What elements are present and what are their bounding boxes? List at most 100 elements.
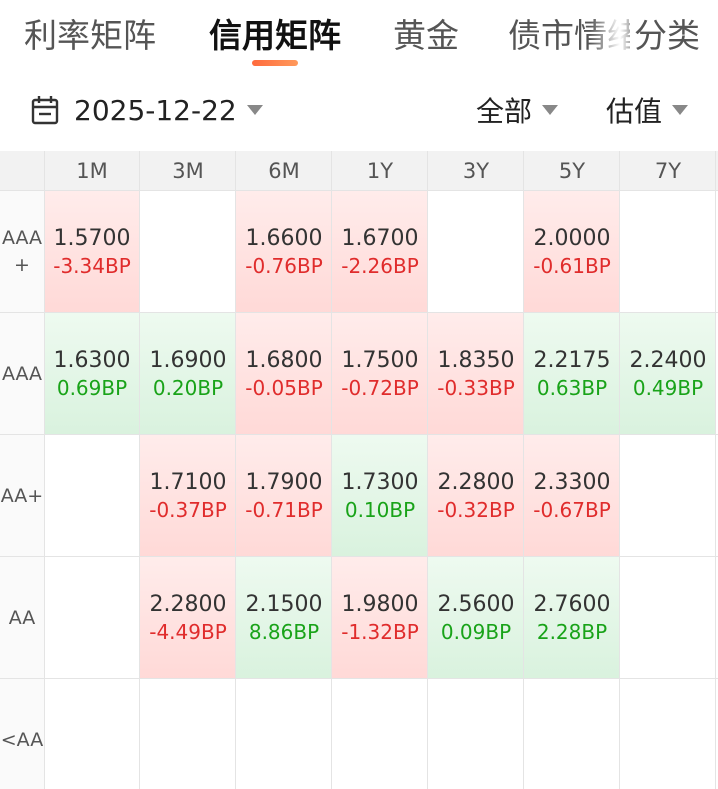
bp-change: -0.05BP [245,376,323,400]
bp-change: 0.10BP [344,498,416,522]
rating-label: <AA [0,679,44,789]
yield-value: 2.7600 [533,592,611,617]
yield-value: 2.1500 [245,592,323,617]
row-divider [0,678,718,679]
bp-change: -0.61BP [533,254,611,278]
calendar-icon [31,96,59,125]
bp-change: -2.26BP [341,254,419,278]
matrix-cell[interactable]: 2.2800 -0.32BP [428,435,524,557]
tenor-header-6m[interactable]: 6M [268,159,300,183]
row-divider [0,434,718,435]
scope-dropdown[interactable]: 全部 [476,90,559,130]
matrix-cell[interactable]: 2.2800 -4.49BP [140,557,236,679]
chevron-down-icon [542,105,559,115]
matrix-cell[interactable]: 1.5700 -3.34BP [44,191,140,313]
matrix-cell[interactable]: 2.0000 -0.61BP [524,191,620,313]
bp-change: -1.32BP [341,620,419,644]
bp-change: 0.63BP [536,376,608,400]
bp-change: -0.32BP [437,498,515,522]
rating-label: AAA [0,313,44,435]
active-tab-indicator [252,60,298,66]
matrix-cell[interactable]: 1.7300 0.10BP [332,435,428,557]
matrix-cell[interactable]: 1.9800 -1.32BP [332,557,428,679]
matrix-cell[interactable]: 2.5600 0.09BP [428,557,524,679]
yield-value: 1.6800 [245,348,323,373]
matrix-cell[interactable]: 2.7600 2.28BP [524,557,620,679]
rating-label: AA+ [0,435,44,557]
tab-rate-matrix[interactable]: 利率矩阵 [24,16,156,55]
matrix-cell[interactable]: 1.6700 -2.26BP [332,191,428,313]
yield-value: 1.7900 [245,470,323,495]
bp-change: 0.49BP [632,376,704,400]
matrix-cell[interactable]: 2.2175 0.63BP [524,313,620,435]
tenor-header-3m[interactable]: 3M [172,159,204,183]
matrix-cell[interactable]: 1.8350 -0.33BP [428,313,524,435]
tenor-header-3y[interactable]: 3Y [462,159,490,183]
bp-change: 0.20BP [152,376,224,400]
tenor-header-1m[interactable]: 1M [76,159,108,183]
yield-value: 2.3300 [533,470,611,495]
yield-value: 2.2800 [437,470,515,495]
tab-bar: 利率矩阵 信用矩阵 黄金 债市情绪 分类 [0,0,718,70]
bp-change: -3.34BP [53,254,131,278]
bp-change: -0.33BP [437,376,515,400]
bp-change: -0.67BP [533,498,611,522]
tab-gold[interactable]: 黄金 [393,16,459,55]
tenor-header-row: 1M 3M 6M 1Y 3Y 5Y 7Y [0,151,718,191]
column-divider [523,151,524,789]
rating-label: AAA + [0,191,44,313]
date-value: 2025-12-22 [74,93,237,127]
column-divider [619,151,620,789]
yield-value: 2.2400 [629,348,707,373]
matrix-cell[interactable]: 1.6900 0.20BP [140,313,236,435]
bp-change: 8.86BP [248,620,320,644]
matrix-cell[interactable]: 2.1500 8.86BP [236,557,332,679]
row-divider [0,556,718,557]
yield-value: 1.7100 [149,470,227,495]
matrix-cell[interactable]: 1.7900 -0.71BP [236,435,332,557]
matrix-cell[interactable]: 1.6800 -0.05BP [236,313,332,435]
bp-change: -4.49BP [149,620,227,644]
yield-value: 1.6600 [245,226,323,251]
column-divider [715,151,716,789]
tab-category[interactable]: 分类 [630,14,700,58]
matrix-cell[interactable]: 2.2400 0.49BP [620,313,716,435]
yield-value: 1.6300 [53,348,131,373]
yield-value: 2.2175 [533,348,611,373]
tenor-header-1y[interactable]: 1Y [366,159,394,183]
yield-value: 1.8350 [437,348,515,373]
metric-value: 估值 [606,95,663,128]
yield-value: 2.2800 [149,592,227,617]
column-divider [44,151,45,789]
yield-value: 1.5700 [53,226,131,251]
rating-label: AA [0,557,44,679]
matrix-cell[interactable]: 1.6600 -0.76BP [236,191,332,313]
column-divider [235,151,236,789]
matrix-cell[interactable]: 2.3300 -0.67BP [524,435,620,557]
yield-value: 1.7300 [341,470,419,495]
yield-value: 1.9800 [341,592,419,617]
yield-value: 1.7500 [341,348,419,373]
matrix-cell[interactable]: 1.7100 -0.37BP [140,435,236,557]
yield-value: 1.6700 [341,226,419,251]
scope-value: 全部 [476,95,533,128]
column-divider [139,151,140,789]
bp-change: 0.09BP [440,620,512,644]
bp-change: -0.76BP [245,254,323,278]
row-divider [0,312,718,313]
tenor-header-7y[interactable]: 7Y [654,159,682,183]
bp-change: -0.37BP [149,498,227,522]
matrix-cell[interactable]: 1.7500 -0.72BP [332,313,428,435]
bp-change: -0.72BP [341,376,419,400]
column-divider [331,151,332,789]
date-picker[interactable]: 2025-12-22 [30,90,263,130]
filter-bar: 2025-12-22 全部 估值 [0,80,718,140]
tab-credit-matrix[interactable]: 信用矩阵 [209,16,341,55]
matrix-cell[interactable]: 1.6300 0.69BP [44,313,140,435]
bp-change: 0.69BP [56,376,128,400]
tenor-header-5y[interactable]: 5Y [558,159,586,183]
metric-dropdown[interactable]: 估值 [606,90,689,130]
yield-value: 2.0000 [533,226,611,251]
chevron-down-icon [672,105,689,115]
row-divider [0,190,718,191]
